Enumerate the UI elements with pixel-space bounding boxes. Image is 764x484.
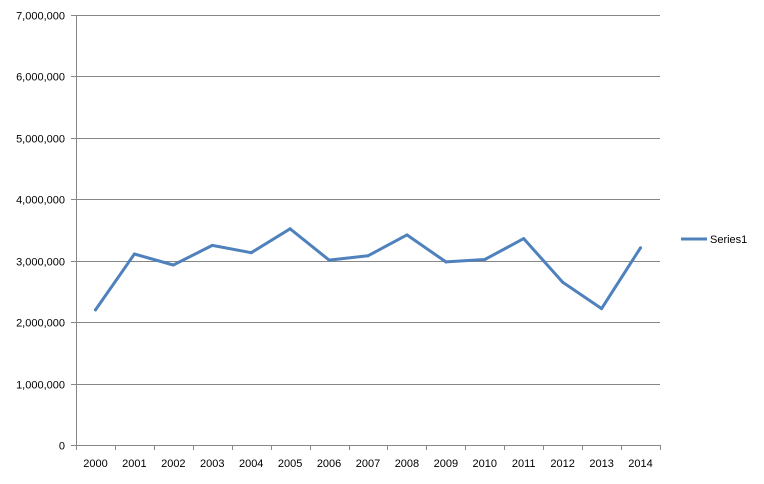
data-point bbox=[522, 237, 526, 241]
data-point bbox=[249, 251, 253, 255]
y-tick-label: 4,000,000 bbox=[16, 195, 65, 207]
data-point bbox=[366, 254, 370, 258]
data-point bbox=[210, 243, 214, 247]
y-tick-label: 1,000,000 bbox=[16, 380, 65, 392]
axes bbox=[71, 15, 661, 450]
data-point bbox=[405, 233, 409, 237]
gridlines bbox=[76, 15, 660, 385]
data-point bbox=[483, 257, 487, 261]
series-layer bbox=[93, 227, 643, 312]
data-point bbox=[93, 308, 97, 312]
y-tick-label: 6,000,000 bbox=[16, 72, 65, 84]
y-tick-label: 2,000,000 bbox=[16, 318, 65, 330]
y-tick-label: 7,000,000 bbox=[16, 11, 65, 23]
x-tick-label: 2010 bbox=[473, 458, 497, 470]
data-point bbox=[561, 280, 565, 284]
data-point bbox=[171, 263, 175, 267]
series-line bbox=[94, 227, 642, 312]
y-tick-label: 0 bbox=[59, 441, 65, 453]
x-tick-label: 2013 bbox=[589, 458, 613, 470]
data-point bbox=[132, 252, 136, 256]
x-tick-label: 2003 bbox=[200, 458, 224, 470]
x-tick-label: 2008 bbox=[395, 458, 419, 470]
data-point bbox=[288, 227, 292, 231]
x-axis-tick-labels: 2000 2001 2002 2003 2004 2005 2006 2007 2008 2009… bbox=[83, 458, 653, 470]
x-tick-label: 2012 bbox=[550, 458, 574, 470]
y-axis-tick-labels: 0 1,000,000 2,000,000 3,000,000 4,000,000 5,0… bbox=[16, 11, 65, 453]
x-tick-label: 2005 bbox=[278, 458, 302, 470]
legend: Series1 bbox=[681, 234, 747, 246]
y-tick-label: 3,000,000 bbox=[16, 257, 65, 269]
data-point bbox=[600, 307, 604, 311]
data-point bbox=[444, 260, 448, 264]
legend-label: Series1 bbox=[710, 234, 747, 246]
x-tick-label: 2009 bbox=[434, 458, 458, 470]
x-tick-label: 2001 bbox=[122, 458, 146, 470]
y-tick-label: 5,000,000 bbox=[16, 134, 65, 146]
x-tick-label: 2006 bbox=[317, 458, 341, 470]
x-tick-label: 2000 bbox=[83, 458, 107, 470]
x-tick-label: 2007 bbox=[356, 458, 380, 470]
x-tick-label: 2002 bbox=[161, 458, 185, 470]
data-point bbox=[639, 246, 643, 250]
x-tick-label: 2004 bbox=[239, 458, 263, 470]
x-tick-label: 2014 bbox=[628, 458, 652, 470]
x-tick-label: 2011 bbox=[512, 458, 536, 470]
data-point bbox=[327, 258, 331, 262]
